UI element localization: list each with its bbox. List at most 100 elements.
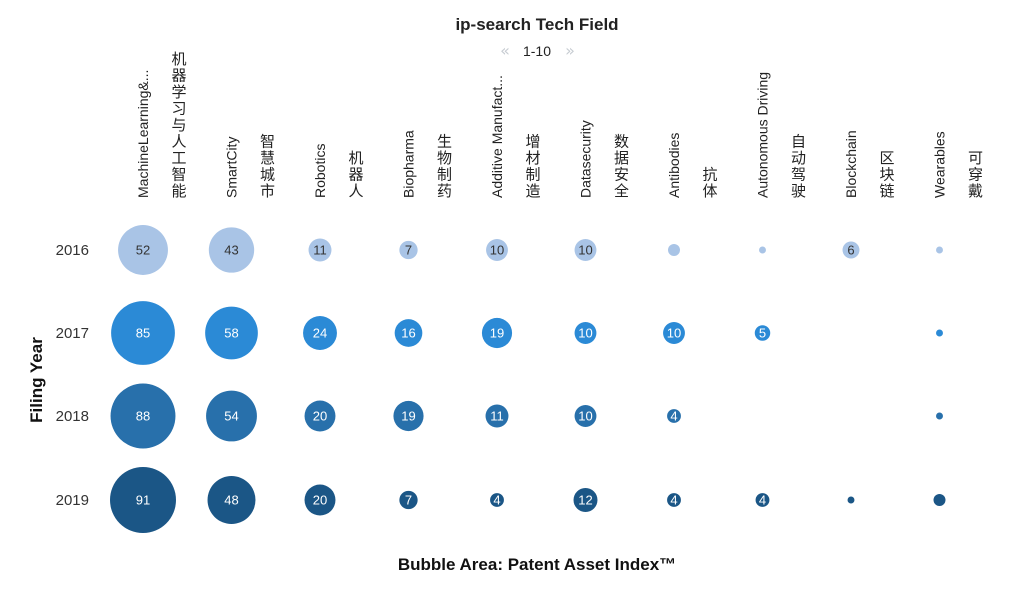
bubble[interactable] xyxy=(110,467,176,533)
bubble[interactable] xyxy=(936,246,943,254)
bubble[interactable] xyxy=(755,493,770,507)
bubble[interactable] xyxy=(663,322,685,344)
bubble-label: 10 xyxy=(490,243,504,258)
bubble[interactable] xyxy=(759,246,766,254)
column-header-en: Robotics xyxy=(312,144,328,198)
bubble[interactable] xyxy=(668,244,680,256)
bubble[interactable] xyxy=(303,316,337,350)
column-header: Blockchain 区块链 xyxy=(843,130,895,200)
bubble-label: 88 xyxy=(136,409,150,424)
bubble[interactable] xyxy=(110,383,176,449)
bubble[interactable] xyxy=(936,329,943,337)
bubble[interactable] xyxy=(481,317,513,349)
column-header-cn: 生物制药 xyxy=(437,133,452,201)
bubble-label: 91 xyxy=(136,493,150,508)
bubble[interactable] xyxy=(936,412,943,420)
double-chevron-right-icon[interactable]: » xyxy=(565,41,575,60)
pager-label: 1-10 xyxy=(523,43,551,59)
y-axis-title: Filing Year xyxy=(27,337,46,423)
bubble[interactable] xyxy=(667,493,681,507)
column-header-cn: 抗体 xyxy=(702,166,717,201)
column-header-en: Additive Manufact... xyxy=(489,75,505,198)
column-header: Additive Manufact... 增材制造 xyxy=(489,75,541,200)
bubble[interactable] xyxy=(111,301,175,365)
bubble-label: 10 xyxy=(578,243,592,258)
double-chevron-left-icon[interactable]: « xyxy=(500,41,510,60)
bubble[interactable] xyxy=(754,325,771,341)
bubble[interactable] xyxy=(573,488,598,512)
row-label: 2018 xyxy=(56,408,89,425)
column-header: Wearables 可穿戴 xyxy=(932,131,984,200)
bubble-label: 10 xyxy=(578,409,592,424)
bubble-label: 52 xyxy=(136,243,150,258)
bubble-label: 48 xyxy=(224,493,238,508)
column-header-en: Blockchain xyxy=(843,130,859,198)
bubble-label: 7 xyxy=(405,243,412,258)
bubble[interactable] xyxy=(847,496,855,504)
column-header-cn: 机器学习与人工智能 xyxy=(171,50,186,200)
bubble-label: 58 xyxy=(224,326,238,341)
bubble-label: 10 xyxy=(578,326,592,341)
column-header-cn: 智慧城市 xyxy=(260,133,275,201)
column-header: Robotics 机器人 xyxy=(312,144,364,200)
bubble[interactable] xyxy=(393,400,424,432)
bubble[interactable] xyxy=(308,238,332,262)
bubble[interactable] xyxy=(574,239,597,261)
bubble[interactable] xyxy=(667,409,681,423)
bubble-label: 4 xyxy=(670,493,677,508)
bubble[interactable] xyxy=(394,319,423,347)
column-header-cn: 机器人 xyxy=(348,149,363,200)
bubble-label: 11 xyxy=(313,243,327,258)
size-legend-label: Bubble Area: Patent Asset Index™ xyxy=(398,555,676,574)
column-header: Biopharma 生物制药 xyxy=(401,130,453,200)
column-header-en: Wearables xyxy=(932,131,948,198)
bubbles: 52 43 11 7 10 10 6 85 58 24 16 19 10 10 5 88 54 20 19 11 10 4… xyxy=(110,225,946,533)
column-header-cn: 可穿戴 xyxy=(968,149,983,200)
pager: « 1-10 » xyxy=(500,41,575,60)
bubble[interactable] xyxy=(118,225,168,275)
bubble[interactable] xyxy=(206,390,257,442)
bubble[interactable] xyxy=(208,227,255,273)
bubble[interactable] xyxy=(574,405,597,427)
bubble-label: 54 xyxy=(224,409,238,424)
bubble[interactable] xyxy=(490,493,504,507)
column-header-en: Antibodies xyxy=(666,133,682,198)
bubble[interactable] xyxy=(304,484,336,516)
bubble[interactable] xyxy=(842,241,860,259)
bubble-label: 7 xyxy=(405,493,412,508)
bubble[interactable] xyxy=(485,404,509,428)
bubble-label: 16 xyxy=(401,326,415,341)
bubble-label: 19 xyxy=(401,409,415,424)
bubble[interactable] xyxy=(574,322,597,344)
bubble[interactable] xyxy=(399,490,418,510)
column-header-en: Biopharma xyxy=(401,130,417,198)
row-label: 2017 xyxy=(56,325,89,342)
bubble[interactable] xyxy=(304,400,336,432)
bubble-label: 85 xyxy=(136,326,150,341)
bubble[interactable] xyxy=(933,494,946,506)
bubble-label: 11 xyxy=(490,409,504,424)
chart-title: ip-search Tech Field xyxy=(455,15,618,34)
column-header-cn: 自动驾驶 xyxy=(791,133,806,201)
bubble-label: 19 xyxy=(490,326,504,341)
bubble[interactable] xyxy=(205,306,258,360)
column-header-en: Autonomous Driving xyxy=(755,72,771,198)
bubble-label: 43 xyxy=(224,243,238,258)
bubble-label: 10 xyxy=(667,326,681,341)
bubble[interactable] xyxy=(486,239,508,261)
column-header-en: SmartCity xyxy=(224,137,240,198)
row-label: 2016 xyxy=(56,242,89,259)
column-header: Autonomous Driving 自动驾驶 xyxy=(755,72,807,200)
bubble-label: 20 xyxy=(313,493,327,508)
bubble[interactable] xyxy=(399,240,418,260)
column-header: Datasecurity 数据安全 xyxy=(578,120,630,200)
column-header-en: MachineLearning&... xyxy=(135,70,151,198)
bubble-label: 5 xyxy=(759,326,766,341)
bubble-label: 20 xyxy=(313,409,327,424)
bubble-label: 12 xyxy=(578,493,592,508)
bubble[interactable] xyxy=(207,476,256,524)
column-header: SmartCity 智慧城市 xyxy=(224,133,276,201)
column-header-cn: 区块链 xyxy=(879,149,894,200)
column-header-cn: 数据安全 xyxy=(614,133,629,201)
